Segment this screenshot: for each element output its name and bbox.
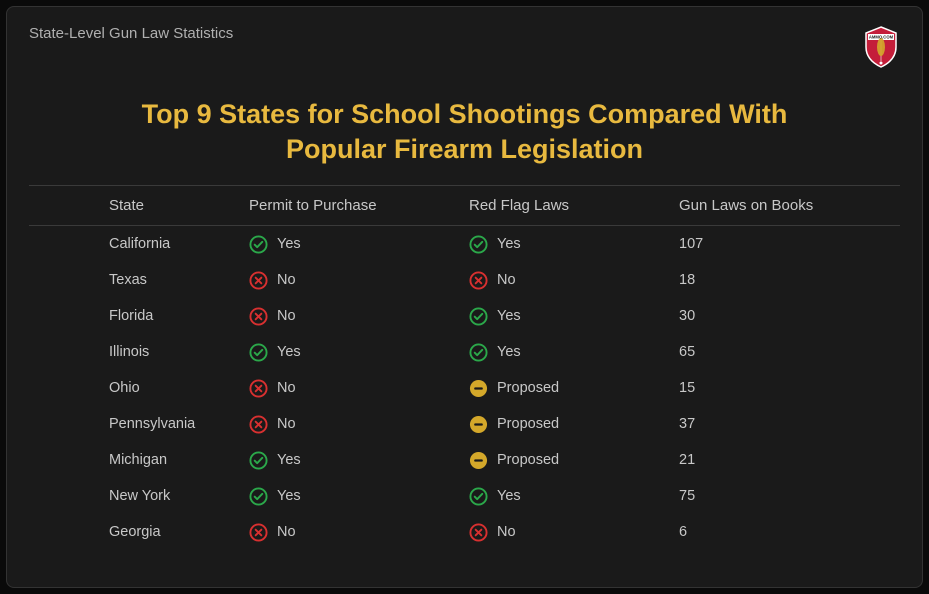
svg-text:AMMO.COM: AMMO.COM [869, 35, 894, 40]
cell-permit: No [249, 514, 469, 550]
cell-laws: 15 [679, 370, 900, 406]
cell-redflag: Yes [469, 478, 679, 514]
table-row: Texas No No 18 [29, 262, 900, 298]
check-icon [249, 343, 268, 362]
check-icon [469, 307, 488, 326]
cell-redflag: Yes [469, 298, 679, 334]
redflag-label: Proposed [497, 380, 559, 396]
cell-laws: 30 [679, 298, 900, 334]
cell-permit: No [249, 262, 469, 298]
table-row: Pennsylvania No Proposed 37 [29, 406, 900, 442]
cell-redflag: Proposed [469, 370, 679, 406]
table-row: California Yes Yes 107 [29, 226, 900, 263]
check-icon [249, 487, 268, 506]
permit-label: No [277, 524, 296, 540]
cell-permit: No [249, 406, 469, 442]
permit-label: Yes [277, 344, 301, 360]
cell-state: Georgia [29, 514, 249, 550]
permit-label: No [277, 272, 296, 288]
check-icon [469, 235, 488, 254]
cell-laws: 107 [679, 226, 900, 263]
col-header-state: State [29, 186, 249, 226]
table-row: Georgia No No 6 [29, 514, 900, 550]
title-line-2: Popular Firearm Legislation [286, 134, 643, 164]
col-header-redflag: Red Flag Laws [469, 186, 679, 226]
table-row: Ohio No Proposed 15 [29, 370, 900, 406]
shield-logo-icon: AMMO.COM [862, 25, 900, 69]
cell-state: Florida [29, 298, 249, 334]
redflag-label: Proposed [497, 416, 559, 432]
redflag-label: Yes [497, 308, 521, 324]
permit-label: No [277, 416, 296, 432]
legislation-table: State Permit to Purchase Red Flag Laws G… [29, 185, 900, 550]
cell-permit: Yes [249, 334, 469, 370]
cell-laws: 75 [679, 478, 900, 514]
col-header-permit: Permit to Purchase [249, 186, 469, 226]
title-line-1: Top 9 States for School Shootings Compar… [142, 99, 788, 129]
page-title: Top 9 States for School Shootings Compar… [29, 97, 900, 167]
minus-icon [469, 415, 488, 434]
redflag-label: No [497, 272, 516, 288]
cross-icon [249, 307, 268, 326]
cross-icon [249, 379, 268, 398]
cross-icon [469, 523, 488, 542]
col-header-laws: Gun Laws on Books [679, 186, 900, 226]
cell-permit: Yes [249, 226, 469, 263]
permit-label: No [277, 308, 296, 324]
cell-permit: No [249, 370, 469, 406]
check-icon [249, 235, 268, 254]
cell-state: Michigan [29, 442, 249, 478]
cell-state: Illinois [29, 334, 249, 370]
redflag-label: Yes [497, 236, 521, 252]
cell-state: Ohio [29, 370, 249, 406]
cell-permit: Yes [249, 442, 469, 478]
table-row: Florida No Yes 30 [29, 298, 900, 334]
ammo-logo: AMMO.COM [862, 25, 900, 69]
main-container: State-Level Gun Law Statistics AMMO.COM … [6, 6, 923, 588]
redflag-label: Proposed [497, 452, 559, 468]
cross-icon [249, 415, 268, 434]
permit-label: No [277, 380, 296, 396]
cell-redflag: Yes [469, 334, 679, 370]
cell-permit: No [249, 298, 469, 334]
cross-icon [249, 523, 268, 542]
minus-icon [469, 379, 488, 398]
cell-laws: 65 [679, 334, 900, 370]
cell-state: Pennsylvania [29, 406, 249, 442]
cell-state: California [29, 226, 249, 263]
redflag-label: Yes [497, 344, 521, 360]
permit-label: Yes [277, 452, 301, 468]
check-icon [249, 451, 268, 470]
table-row: New York Yes Yes 75 [29, 478, 900, 514]
page-subtitle: State-Level Gun Law Statistics [29, 25, 233, 42]
cell-redflag: No [469, 262, 679, 298]
cross-icon [469, 271, 488, 290]
cell-state: New York [29, 478, 249, 514]
cross-icon [249, 271, 268, 290]
cell-permit: Yes [249, 478, 469, 514]
cell-laws: 21 [679, 442, 900, 478]
cell-redflag: Proposed [469, 442, 679, 478]
cell-laws: 6 [679, 514, 900, 550]
table-header-row: State Permit to Purchase Red Flag Laws G… [29, 186, 900, 226]
cell-state: Texas [29, 262, 249, 298]
cell-redflag: No [469, 514, 679, 550]
cell-laws: 37 [679, 406, 900, 442]
minus-icon [469, 451, 488, 470]
table-row: Illinois Yes Yes 65 [29, 334, 900, 370]
permit-label: Yes [277, 236, 301, 252]
header-row: State-Level Gun Law Statistics AMMO.COM [29, 25, 900, 69]
check-icon [469, 487, 488, 506]
cell-redflag: Yes [469, 226, 679, 263]
redflag-label: Yes [497, 488, 521, 504]
cell-laws: 18 [679, 262, 900, 298]
permit-label: Yes [277, 488, 301, 504]
redflag-label: No [497, 524, 516, 540]
cell-redflag: Proposed [469, 406, 679, 442]
table-row: Michigan Yes Proposed 21 [29, 442, 900, 478]
check-icon [469, 343, 488, 362]
